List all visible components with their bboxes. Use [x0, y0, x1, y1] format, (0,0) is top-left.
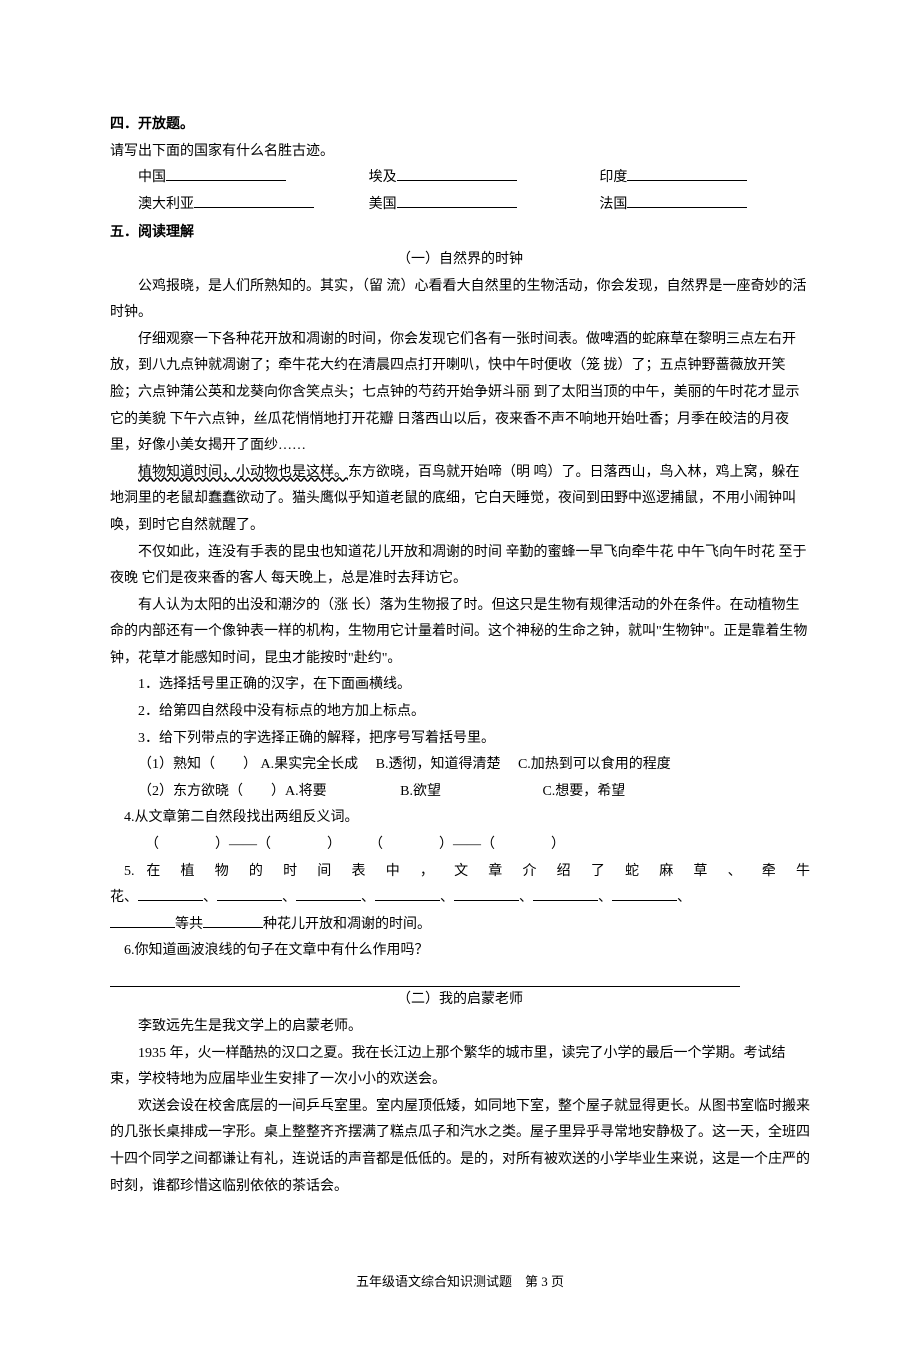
blank — [627, 194, 747, 208]
p1-q3b: （2）东方欲晓（ ）A.将要 B.欲望 C.想要，希望 — [138, 779, 810, 806]
blank — [627, 167, 747, 181]
section4-intro: 请写出下面的国家有什么名胜古迹。 — [110, 139, 810, 166]
row2-c1: 澳大利亚 — [138, 197, 194, 212]
p1-q5b: 花、、、、、、、、 — [110, 885, 810, 912]
q5b-prefix: 花、 — [110, 890, 138, 905]
blank — [375, 887, 440, 901]
answer-line — [110, 965, 740, 987]
p1-q3a: （1）熟知（ ） A.果实完全长成 B.透彻，知道得清楚 C.加热到可以食用的程… — [138, 752, 810, 779]
blank — [194, 194, 314, 208]
country-row-2: 澳大利亚 美国 法国 — [138, 192, 810, 219]
section4-heading: 四．开放题。 — [110, 115, 194, 131]
p1-q4: 4.从文章第二自然段找出两组反义词。 — [124, 805, 810, 832]
blank — [296, 887, 361, 901]
p1-q4-row: （ ）——（ ） （ ）——（ ） — [145, 832, 810, 859]
blank — [110, 914, 175, 928]
p1-para3: 植物知道时间，小动物也是这样。东方欲晓，百鸟就开始啼（明 鸣）了。日落西山，鸟入… — [110, 460, 810, 540]
q5c-suffix: 种花儿开放和凋谢的时间。 — [263, 917, 431, 932]
p1-q5c: 等共 种花儿开放和凋谢的时间。 — [110, 912, 810, 939]
page-footer: 五年级语文综合知识测试题 第 3 页 — [110, 1270, 810, 1295]
country-row-1: 中国 埃及 印度 — [138, 165, 810, 192]
blank — [612, 887, 677, 901]
p1-para4: 不仅如此，连没有手表的昆虫也知道花儿开放和凋谢的时间 辛勤的蜜蜂一早飞向牵牛花 … — [110, 540, 810, 593]
p1-q1: 1．选择括号里正确的汉字，在下面画横线。 — [138, 672, 810, 699]
p1-para1: 公鸡报晓，是人们所熟知的。其实，（留 流）心看看大自然里的生物活动，你会发现，自… — [110, 274, 810, 327]
p1-q5a: 5. 在 植 物 的 时 间 表 中 ， 文 章 介 绍 了 蛇 麻 草 、 牵… — [124, 859, 810, 886]
p1-q3: 3．给下列带点的字选择正确的解释，把序号写着括号里。 — [138, 726, 810, 753]
blank — [533, 887, 598, 901]
q5c-mid: 等共 — [175, 917, 203, 932]
passage2-title: （二）我的启蒙老师 — [110, 987, 810, 1014]
passage1-title: （一）自然界的时钟 — [110, 247, 810, 274]
p2-para2: 1935 年，火一样酷热的汉口之夏。我在长江边上那个繁华的城市里，读完了小学的最… — [110, 1041, 810, 1094]
row2-c3: 法国 — [599, 197, 627, 212]
p2-para3: 欢送会设在校舍底层的一间乒乓室里。室内屋顶低矮，如同地下室，整个屋子就显得更长。… — [110, 1094, 810, 1200]
blank — [217, 887, 282, 901]
row2-c2: 美国 — [369, 197, 397, 212]
blank — [166, 167, 286, 181]
p2-para1: 李致远先生是我文学上的启蒙老师。 — [110, 1014, 810, 1041]
p1-para5: 有人认为太阳的出没和潮汐的（涨 长）落为生物报了时。但这只是生物有规律活动的外在… — [110, 593, 810, 673]
wavy-sentence: 植物知道时间，小动物也是这样。 — [138, 465, 348, 480]
p1-q6: 6.你知道画波浪线的句子在文章中有什么作用吗？ — [124, 938, 810, 965]
row1-c1: 中国 — [138, 170, 166, 185]
blank — [397, 194, 517, 208]
section5-heading: 五．阅读理解 — [110, 223, 194, 239]
blank — [203, 914, 263, 928]
blank — [454, 887, 519, 901]
p1-para2: 仔细观察一下各种花开放和凋谢的时间，你会发现它们各有一张时间表。做啤酒的蛇麻草在… — [110, 327, 810, 460]
p1-q2: 2．给第四自然段中没有标点的地方加上标点。 — [138, 699, 810, 726]
blank — [138, 887, 203, 901]
row1-c2: 埃及 — [369, 170, 397, 185]
row1-c3: 印度 — [599, 170, 627, 185]
blank — [397, 167, 517, 181]
